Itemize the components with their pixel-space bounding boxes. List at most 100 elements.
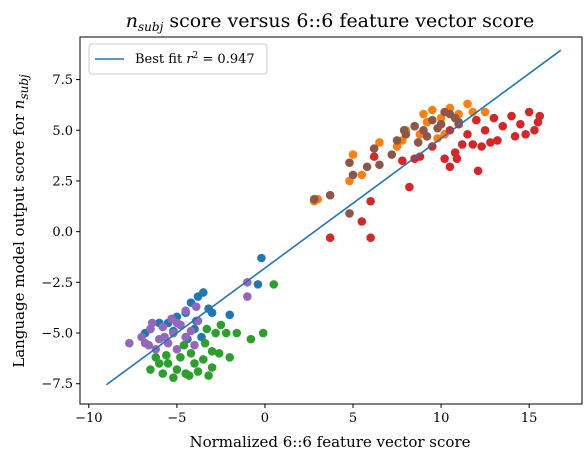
scatter-point-series-3 xyxy=(158,369,168,378)
y-tick-label: 2.5 xyxy=(52,174,73,189)
scatter-point-series-6 xyxy=(410,121,419,131)
scatter-point-series-3 xyxy=(186,349,196,358)
scatter-point-series-4 xyxy=(516,119,525,129)
x-tick-label: 5 xyxy=(349,411,357,426)
scatter-point-series-2 xyxy=(433,134,442,143)
scatter-point-series-4 xyxy=(427,142,437,151)
scatter-point-series-3 xyxy=(258,328,268,338)
scatter-point-series-4 xyxy=(325,233,335,243)
y-axis: −7.5 −5.0 −2.5 0.0 2.5 5.0 7.5 xyxy=(41,73,80,392)
x-tick-label: −5 xyxy=(167,411,186,426)
scatter-point-series-3 xyxy=(232,328,242,338)
scatter-point-series-3 xyxy=(214,349,224,358)
legend-label: Best fit r2 = 0.947 xyxy=(135,51,255,67)
scatter-point-series-6 xyxy=(375,160,384,170)
scatter-point-series-2 xyxy=(375,138,384,147)
y-tick-label: 7.5 xyxy=(52,73,73,88)
scatter-point-series-5 xyxy=(190,340,199,350)
scatter-point-series-6 xyxy=(422,132,432,141)
scatter-point-series-5 xyxy=(191,302,201,311)
scatter-point-series-6 xyxy=(413,138,423,147)
scatter-point-series-5 xyxy=(160,332,169,342)
scatter-point-series-6 xyxy=(440,107,449,117)
chart-title: nsubj score versus 6::6 feature vector s… xyxy=(126,10,534,34)
scatter-point-series-2 xyxy=(463,99,472,109)
scatter-point-series-3 xyxy=(207,363,217,372)
y-tick-label: 0.0 xyxy=(52,225,73,240)
scatter-point-series-4 xyxy=(369,152,379,161)
scatter-point-series-3 xyxy=(202,324,212,334)
scatter-point-series-4 xyxy=(521,130,530,139)
scatter-point-series-2 xyxy=(348,150,358,159)
scatter-point-series-3 xyxy=(199,355,208,364)
scatter-point-series-4 xyxy=(366,196,375,206)
scatter-point-series-3 xyxy=(200,338,210,348)
scatter-point-series-4 xyxy=(510,132,520,141)
scatter-point-series-6 xyxy=(392,136,402,145)
scatter-point-series-3 xyxy=(211,328,220,338)
scatter-point-series-3 xyxy=(172,365,182,374)
scatter-point-series-3 xyxy=(204,371,213,380)
scatter-point-series-3 xyxy=(146,365,155,374)
scatter-point-series-3 xyxy=(269,280,279,289)
scatter-point-series-4 xyxy=(524,107,534,117)
scatter-point-series-4 xyxy=(486,138,495,147)
scatter-point-series-1 xyxy=(257,253,266,263)
legend-box xyxy=(88,43,268,75)
scatter-point-series-4 xyxy=(477,142,486,151)
y-tick-label: −2.5 xyxy=(41,276,73,291)
scatter-point-series-1 xyxy=(207,308,217,318)
scatter-point-series-4 xyxy=(480,125,490,135)
scatter-point-series-6 xyxy=(399,125,409,135)
scatter-point-series-3 xyxy=(190,359,199,368)
scatter-point-series-5 xyxy=(169,328,178,338)
scatter-point-series-6 xyxy=(387,150,397,159)
plot-marks xyxy=(105,49,562,386)
scatter-point-series-5 xyxy=(181,306,190,316)
scatter-point-series-3 xyxy=(179,340,189,350)
scatter-point-series-6 xyxy=(427,115,437,125)
scatter-point-series-1 xyxy=(193,292,203,301)
scatter-point-series-6 xyxy=(450,113,460,123)
scatter-point-series-4 xyxy=(452,154,462,163)
scatter-point-series-4 xyxy=(445,125,455,135)
scatter-point-series-3 xyxy=(221,328,231,338)
scatter-point-series-5 xyxy=(125,338,134,348)
scatter-point-series-3 xyxy=(193,367,203,376)
x-tick-label: −10 xyxy=(75,411,102,426)
scatter-point-series-6 xyxy=(325,190,335,200)
scatter-point-series-6 xyxy=(433,123,442,133)
scatter-point-series-4 xyxy=(440,154,449,163)
scatter-point-series-4 xyxy=(405,182,414,192)
scatter-point-series-5 xyxy=(172,344,182,354)
scatter-point-series-2 xyxy=(419,109,428,119)
scatter-point-series-2 xyxy=(357,170,367,180)
scatter-point-series-4 xyxy=(357,217,367,226)
scatter-point-series-3 xyxy=(163,359,173,368)
plot-frame xyxy=(79,36,583,405)
scatter-point-series-6 xyxy=(345,158,354,168)
scatter-point-series-2 xyxy=(427,105,437,115)
legend: Best fit r2 = 0.947 xyxy=(88,43,268,75)
scatter-point-series-6 xyxy=(309,194,319,204)
scatter-point-series-3 xyxy=(216,320,226,330)
scatter-point-series-4 xyxy=(498,121,508,131)
scatter-point-series-4 xyxy=(366,233,375,243)
scatter-point-series-5 xyxy=(144,340,153,350)
x-axis-label: Normalized 6::6 feature vector score xyxy=(189,433,470,451)
scatter-point-series-4 xyxy=(507,111,516,121)
scatter-point-series-4 xyxy=(468,140,478,149)
y-tick-label: −5.0 xyxy=(41,327,73,342)
scatter-point-series-3 xyxy=(246,334,256,344)
scatter-point-series-5 xyxy=(186,326,196,336)
scatter-point-series-4 xyxy=(473,166,483,176)
x-tick-label: 15 xyxy=(521,411,538,426)
y-axis-label: Language model output score for nsubj xyxy=(10,74,31,368)
y-tick-label: 5.0 xyxy=(52,124,73,139)
scatter-point-series-4 xyxy=(463,130,472,139)
scatter-point-series-3 xyxy=(207,346,217,356)
scatter-point-series-5 xyxy=(181,332,190,342)
scatter-point-series-4 xyxy=(535,111,545,121)
